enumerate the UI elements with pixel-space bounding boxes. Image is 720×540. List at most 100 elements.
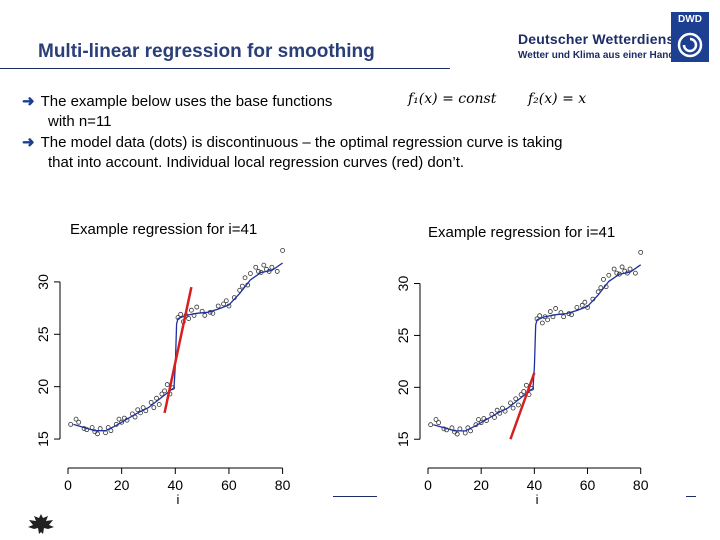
data-point (614, 270, 620, 276)
data-point (156, 402, 162, 407)
data-point (164, 382, 170, 387)
x-axis-label: i (177, 492, 180, 507)
data-point (611, 266, 617, 272)
data-point (516, 402, 521, 408)
data-point (601, 276, 606, 282)
data-point (253, 264, 259, 270)
data-point (521, 389, 527, 394)
data-point (638, 249, 644, 255)
data-point (627, 266, 633, 272)
data-point (510, 405, 516, 411)
formula-f2: f₂(x) = x (528, 91, 587, 107)
data-point (68, 421, 74, 427)
data-point (119, 419, 125, 425)
data-point (547, 309, 553, 314)
x-tick-label: 80 (633, 477, 649, 493)
y-tick-label: 25 (395, 327, 411, 343)
local-regression-line (509, 372, 536, 440)
data-point (116, 416, 122, 422)
data-point (186, 316, 192, 321)
y-tick-label: 25 (35, 326, 51, 342)
data-point (274, 269, 280, 274)
data-point (242, 275, 248, 281)
bullet-2-line2: that into account. Individual local regr… (48, 154, 465, 171)
data-point (103, 430, 108, 436)
x-tick-label: 60 (580, 477, 596, 493)
y-tick-label: 15 (395, 431, 411, 447)
data-point (433, 417, 439, 422)
dwd-logo: DWD (671, 12, 709, 62)
data-point (454, 431, 460, 437)
data-point (494, 407, 500, 413)
x-axis-label: i (536, 492, 539, 507)
formula-f1: f₁(x) = const (408, 91, 497, 107)
bullet-1-cont: with n=11 (48, 113, 112, 130)
data-point (462, 430, 468, 436)
data-point (247, 271, 253, 276)
page-title: Multi-linear regression for smoothing (38, 41, 375, 62)
data-point (159, 391, 165, 397)
y-tick-label: 15 (35, 431, 51, 447)
footer-divider (333, 496, 377, 497)
plot-left-title: Example regression for i=41 (70, 221, 258, 238)
data-point (280, 248, 285, 253)
data-point (428, 422, 434, 428)
data-point (539, 320, 545, 326)
x-tick-label: 60 (221, 477, 237, 493)
data-point (598, 285, 604, 291)
data-point (523, 382, 529, 388)
y-tick-label: 30 (395, 276, 411, 292)
data-point (148, 399, 154, 405)
data-point (215, 303, 221, 309)
data-point (76, 419, 82, 425)
data-point (574, 304, 580, 310)
arrow-icon: ➜ (22, 134, 35, 151)
data-point (154, 395, 159, 401)
x-tick-label: 20 (114, 477, 130, 493)
arrow-icon: ➜ (22, 93, 35, 110)
bullet-2: ➜ The model data (dots) is discontinuous … (22, 133, 563, 152)
x-tick-label: 40 (168, 477, 184, 493)
logo-badge: DWD (678, 14, 702, 25)
data-point (579, 302, 585, 308)
data-point (135, 407, 141, 413)
x-tick-label: 20 (473, 477, 489, 493)
data-point (606, 272, 612, 278)
footer-divider-right (686, 496, 696, 497)
data-point (239, 283, 245, 289)
x-tick-label: 40 (527, 477, 543, 493)
data-point (151, 405, 157, 411)
data-point (553, 306, 559, 311)
data-point (221, 301, 226, 307)
y-tick-label: 30 (35, 274, 51, 290)
data-point (162, 388, 167, 394)
swirl-icon (677, 32, 703, 58)
y-tick-label: 20 (35, 379, 51, 395)
plot-right-title: Example regression for i=41 (428, 224, 616, 241)
data-point (256, 269, 261, 274)
data-point (223, 298, 229, 304)
data-point (84, 427, 90, 433)
data-point (619, 264, 625, 270)
x-tick-label: 0 (424, 477, 432, 493)
data-point (178, 311, 184, 317)
logo-name: Deutscher Wetterdienst (518, 31, 680, 47)
data-point (188, 307, 194, 313)
data-point (632, 270, 638, 276)
data-point (476, 417, 481, 422)
data-point (269, 264, 275, 270)
local-regression-line (163, 286, 193, 414)
data-point (508, 400, 513, 406)
logo-tagline: Wetter und Klima aus einer Hand (518, 50, 675, 61)
regression-curve (73, 262, 283, 432)
x-tick-label: 0 (64, 477, 72, 493)
data-point (545, 317, 551, 323)
data-point (202, 313, 208, 318)
data-point (97, 426, 103, 431)
x-tick-label: 80 (275, 477, 291, 493)
regression-curve (433, 264, 642, 432)
data-point (73, 416, 79, 422)
data-point (561, 314, 566, 320)
data-point (194, 304, 200, 310)
